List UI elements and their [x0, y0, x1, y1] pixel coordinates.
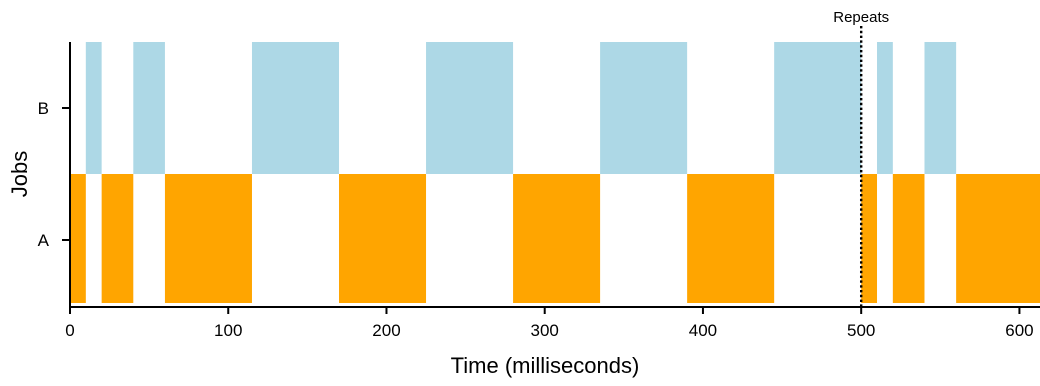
x-tick-label-100: 100: [214, 321, 242, 340]
job-b-bar-1: [133, 42, 165, 174]
job-a-bar-7: [892, 174, 925, 303]
y-tick-label-a: A: [38, 231, 50, 250]
repeats-annotation-label: Repeats: [833, 9, 889, 26]
job-b-bar-3: [426, 42, 514, 174]
job-a-bar-0: [70, 174, 86, 303]
job-b-bar-6: [877, 42, 893, 174]
axes-layer: [69, 42, 1040, 308]
x-tick-label-200: 200: [372, 321, 400, 340]
job-b-bar-2: [251, 42, 340, 174]
bars-layer: [70, 42, 1040, 303]
y-tick-label-b: B: [38, 99, 49, 118]
x-tick-label-500: 500: [847, 321, 875, 340]
job-b-bar-4: [600, 42, 688, 174]
x-tick-label-0: 0: [65, 321, 74, 340]
job-a-bar-2: [164, 174, 252, 303]
job-a-bar-3: [339, 174, 427, 303]
x-tick-label-400: 400: [689, 321, 717, 340]
x-axis-label: Time (milliseconds): [451, 353, 640, 378]
job-a-bar-5: [687, 174, 775, 303]
job-b-bar-0: [85, 42, 102, 174]
x-ticks: 0 100 200 300 400 500 600: [65, 307, 1034, 340]
job-a-bar-6: [861, 174, 878, 303]
y-axis-label: Jobs: [7, 151, 32, 197]
job-a-bar-1: [101, 174, 134, 303]
job-b-bar-7: [924, 42, 957, 174]
job-a-bar-8: [956, 174, 1040, 303]
job-a-bar-4: [513, 174, 601, 303]
annotations-layer: Repeats: [833, 9, 889, 307]
y-ticks: AB: [38, 99, 70, 250]
job-b-bar-5: [774, 42, 862, 174]
x-tick-label-600: 600: [1005, 321, 1033, 340]
x-tick-label-300: 300: [531, 321, 559, 340]
